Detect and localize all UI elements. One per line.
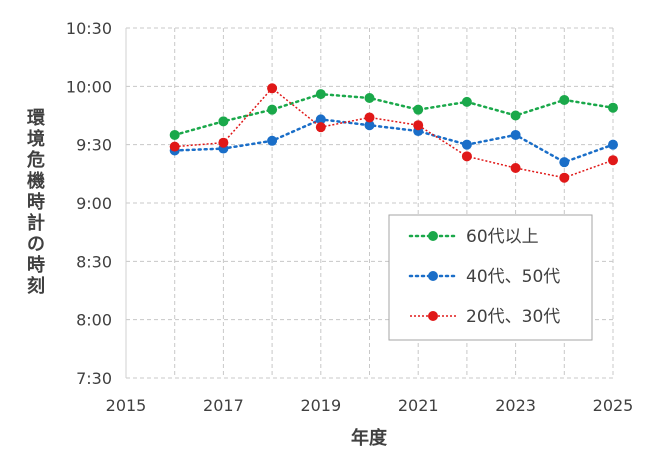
legend-marker bbox=[428, 271, 438, 281]
data-point bbox=[510, 163, 521, 173]
y-axis-title-char: 境 bbox=[27, 128, 45, 150]
y-tick-label: 10:00 bbox=[66, 77, 112, 96]
data-point bbox=[364, 93, 375, 103]
data-point bbox=[218, 116, 229, 127]
y-tick-label: 10:30 bbox=[66, 19, 112, 38]
data-point bbox=[608, 102, 618, 113]
data-point bbox=[169, 129, 180, 140]
y-tick-label: 8:30 bbox=[76, 252, 112, 271]
series-line bbox=[173, 118, 615, 164]
data-point bbox=[510, 129, 521, 140]
y-axis-title-char: の bbox=[27, 234, 45, 255]
legend-marker bbox=[428, 231, 438, 241]
x-tick-label: 2025 bbox=[593, 396, 634, 415]
y-tick-label: 7:30 bbox=[76, 369, 112, 388]
data-point bbox=[413, 120, 424, 131]
data-point bbox=[461, 151, 472, 162]
data-point bbox=[364, 120, 375, 131]
x-tick-label: 2015 bbox=[106, 396, 147, 415]
y-axis-title-char: 機 bbox=[27, 170, 45, 192]
y-axis-title-char: 環 bbox=[27, 108, 46, 129]
data-point bbox=[461, 139, 472, 150]
data-point bbox=[267, 135, 278, 146]
data-point bbox=[267, 83, 278, 94]
series-layer bbox=[169, 83, 618, 183]
data-point bbox=[267, 104, 278, 115]
y-axis-title-char: 時 bbox=[27, 192, 45, 213]
series-line bbox=[174, 87, 614, 179]
data-point bbox=[315, 114, 326, 125]
x-tick-label: 2021 bbox=[398, 396, 439, 415]
axis-layer: 7:30 8:00 8:30 9:00 9:30 10:00 10:30 2015 2017 20… bbox=[66, 19, 633, 415]
y-axis-title-char: 計 bbox=[27, 212, 45, 234]
x-tick-label: 2023 bbox=[495, 396, 536, 415]
data-point bbox=[413, 104, 424, 115]
data-point bbox=[608, 139, 618, 150]
legend-marker bbox=[428, 311, 438, 321]
y-tick-label: 8:00 bbox=[76, 311, 112, 330]
data-point bbox=[559, 172, 570, 183]
data-point bbox=[315, 122, 326, 133]
y-tick-label: 9:30 bbox=[76, 136, 112, 155]
legend-label: 60代以上 bbox=[466, 227, 539, 247]
legend-label: 40代、50代 bbox=[466, 267, 560, 287]
data-point bbox=[461, 96, 472, 107]
y-axis-title-char: 危 bbox=[26, 149, 45, 171]
y-axis-title-char: 時 bbox=[27, 255, 45, 276]
legend: 60代以上 40代、50代 20代、30代 bbox=[388, 214, 593, 341]
data-point bbox=[510, 110, 521, 121]
legend-label: 20代、30代 bbox=[466, 307, 560, 327]
data-point bbox=[559, 94, 570, 105]
data-point bbox=[364, 112, 375, 123]
data-point bbox=[559, 157, 570, 168]
data-point bbox=[218, 137, 229, 148]
x-tick-label: 2019 bbox=[300, 396, 341, 415]
data-point bbox=[315, 89, 326, 100]
x-axis-title: 年度 bbox=[351, 427, 388, 449]
data-point bbox=[608, 155, 618, 166]
y-axis-title-char: 刻 bbox=[27, 275, 45, 297]
grid-layer bbox=[126, 27, 614, 379]
y-tick-label: 9:00 bbox=[76, 194, 112, 213]
x-tick-label: 2017 bbox=[203, 396, 244, 415]
data-point bbox=[169, 141, 180, 152]
